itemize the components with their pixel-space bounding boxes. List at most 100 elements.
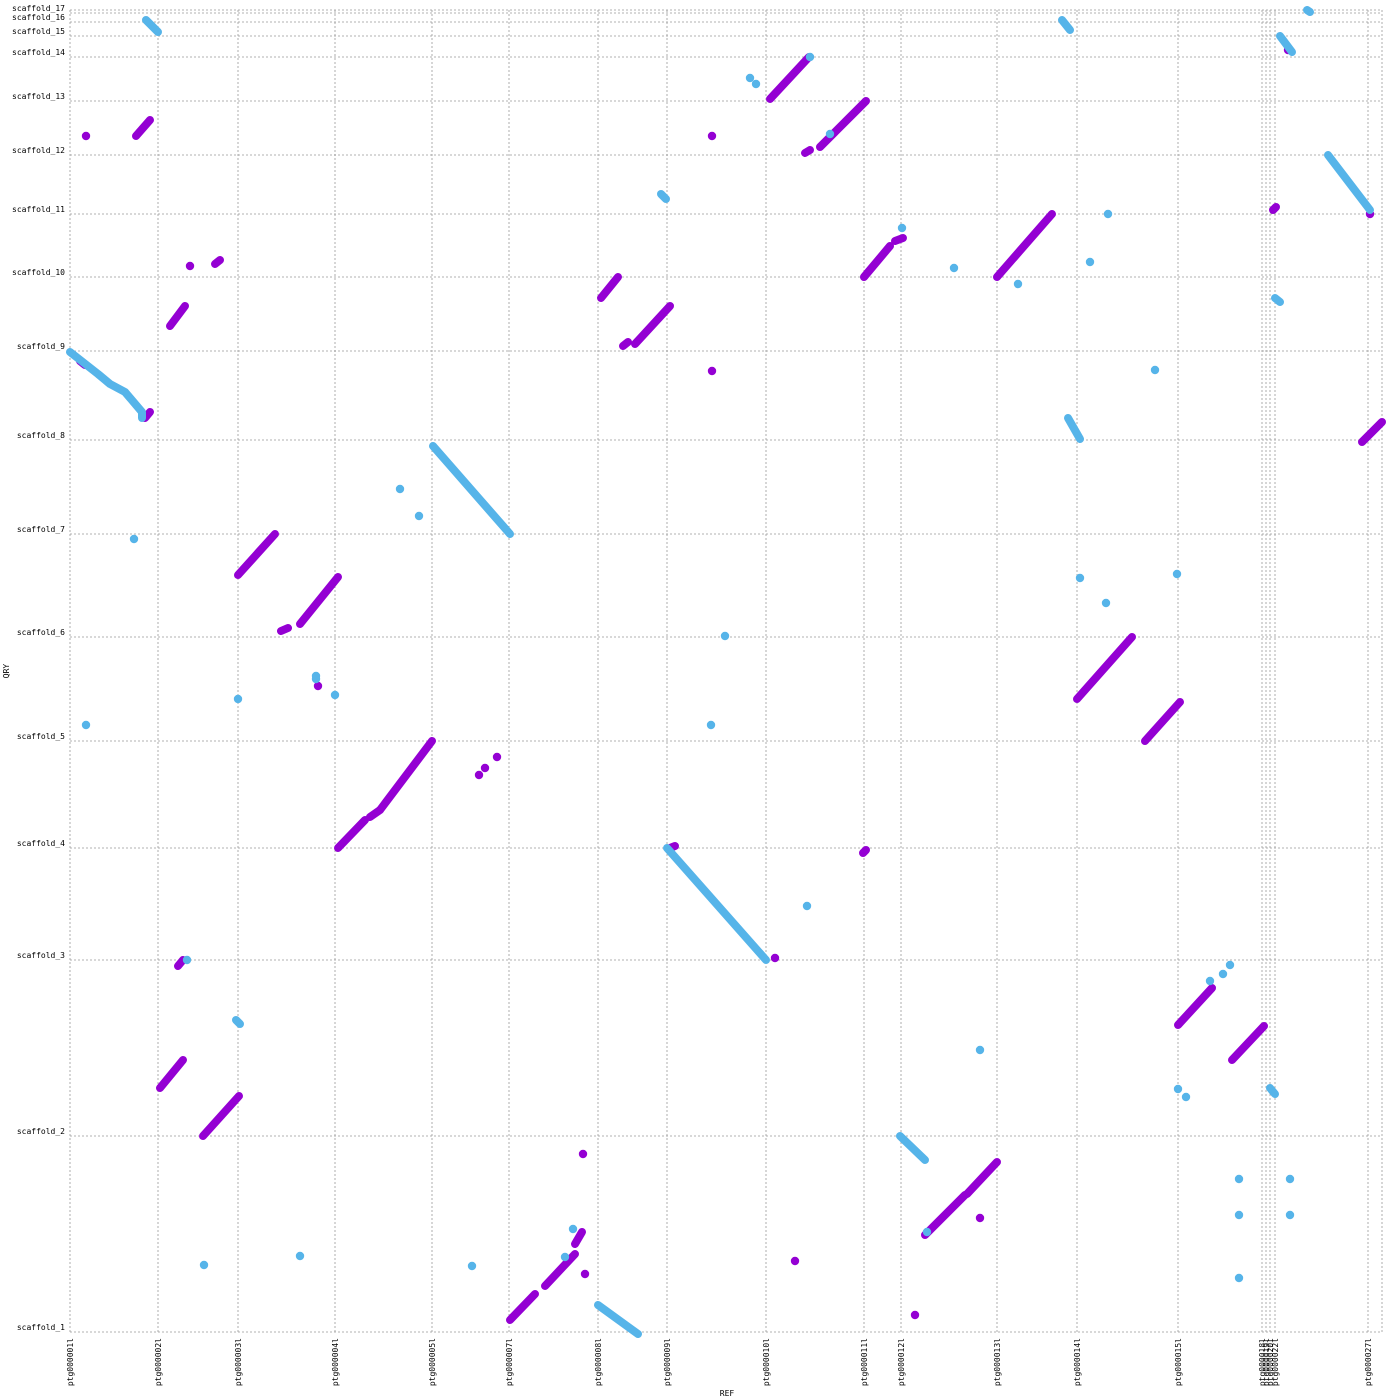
alignment-point (295, 1251, 305, 1261)
alignment-point (975, 1045, 985, 1055)
alignment-point (897, 223, 907, 233)
alignment-series-forward (76, 45, 1386, 1324)
alignment-point (129, 534, 139, 544)
alignment-point (825, 129, 835, 139)
alignment-point (802, 901, 812, 911)
x-tick-label: ptg000027l (1364, 1338, 1373, 1386)
y-tick-labels: scaffold_1 scaffold_2 scaffold_3 scaffold_4… (12, 4, 65, 1332)
alignment-point (770, 953, 780, 963)
alignment-point (474, 770, 484, 780)
alignment-point (949, 263, 959, 273)
alignment-point (311, 674, 321, 684)
alignment-point (707, 131, 717, 141)
alignment-point (706, 720, 716, 730)
alignment-point (1013, 279, 1023, 289)
y-tick-label: scaffold_1 (17, 1323, 65, 1332)
y-tick-label: scaffold_11 (12, 205, 65, 214)
x-axis-label: REF (720, 1389, 735, 1398)
x-tick-label: ptg000022l (1271, 1338, 1280, 1386)
alignment-point (480, 763, 490, 773)
alignment-segment (132, 116, 154, 140)
alignment-point (182, 955, 192, 965)
y-tick-label: scaffold_4 (17, 839, 65, 848)
y-tick-label: scaffold_17 (12, 4, 65, 13)
alignment-segment (1073, 633, 1136, 703)
alignment-segment (277, 624, 292, 635)
alignment-point (805, 52, 815, 62)
alignment-point (1285, 1210, 1295, 1220)
alignment-segment (66, 348, 146, 422)
alignment-segment (619, 338, 632, 350)
alignment-point (790, 1256, 800, 1266)
x-tick-label: ptg000005l (428, 1338, 437, 1386)
alignment-segment (1276, 32, 1296, 56)
alignment-point (1150, 365, 1160, 375)
alignment-segment (1303, 6, 1314, 16)
alignment-segment (597, 273, 622, 302)
y-axis-label: QRY (2, 664, 11, 679)
y-tick-label: scaffold_8 (17, 431, 65, 440)
alignment-segment (1141, 698, 1184, 745)
alignment-point (467, 1261, 477, 1271)
y-tick-label: scaffold_3 (17, 951, 65, 960)
x-tick-label: ptg000003l (234, 1338, 243, 1386)
alignment-segment (663, 844, 770, 964)
alignment-point (199, 1260, 209, 1270)
grid-lines (69, 9, 1383, 1333)
alignment-segment (1058, 16, 1074, 34)
x-tick-label: ptg000014l (1073, 1338, 1082, 1386)
alignment-segment (816, 97, 870, 151)
alignment-segment (234, 530, 279, 579)
alignment-point (1173, 1084, 1183, 1094)
alignment-segment (1269, 203, 1280, 214)
alignment-point (1205, 976, 1215, 986)
alignment-point (330, 690, 340, 700)
y-tick-label: scaffold_15 (12, 27, 65, 36)
x-tick-label: ptg000002l (154, 1338, 163, 1386)
alignment-point (1234, 1273, 1244, 1283)
x-tick-label: ptg000010l (762, 1338, 771, 1386)
alignment-point (707, 366, 717, 376)
alignment-segment (1358, 418, 1386, 446)
alignment-segment (142, 16, 162, 36)
alignment-point (492, 752, 502, 762)
alignment-segment (232, 1016, 244, 1028)
alignment-segment (963, 1158, 1001, 1198)
alignment-point (185, 261, 195, 271)
alignment-point (751, 79, 761, 89)
y-tick-label: scaffold_10 (12, 268, 65, 277)
alignment-segment (156, 1056, 187, 1092)
alignment-point (1075, 573, 1085, 583)
alignment-segment (860, 242, 894, 281)
alignment-point (1172, 569, 1182, 579)
alignment-point (580, 1269, 590, 1279)
x-tick-label: ptg000004l (331, 1338, 340, 1386)
alignment-point (81, 131, 91, 141)
alignment-series-reverse (66, 6, 1374, 1338)
alignment-segment (921, 1191, 969, 1239)
alignment-segment (1324, 151, 1374, 214)
alignment-point (578, 1149, 588, 1159)
alignment-segment (571, 1228, 586, 1248)
alignment-point (81, 720, 91, 730)
alignment-point (560, 1252, 570, 1262)
alignment-point (1085, 257, 1095, 267)
alignment-point (1218, 969, 1228, 979)
alignment-point (1103, 209, 1113, 219)
x-tick-label: ptg000018l (1258, 1338, 1267, 1386)
alignment-segment (631, 302, 674, 348)
alignment-segment (594, 1301, 642, 1338)
x-tick-label: ptg000013l (993, 1338, 1002, 1386)
y-tick-label: scaffold_2 (17, 1127, 65, 1136)
alignment-segment (1271, 294, 1284, 306)
alignment-segment (1228, 1022, 1268, 1064)
x-tick-label: ptg000011l (860, 1338, 869, 1386)
alignment-point (1234, 1174, 1244, 1184)
y-tick-label: scaffold_5 (17, 732, 65, 741)
alignment-segment (334, 816, 369, 852)
alignment-segment (429, 442, 514, 538)
alignment-segment (891, 234, 907, 245)
alignment-segment (1174, 984, 1216, 1029)
alignment-segment (211, 256, 224, 268)
